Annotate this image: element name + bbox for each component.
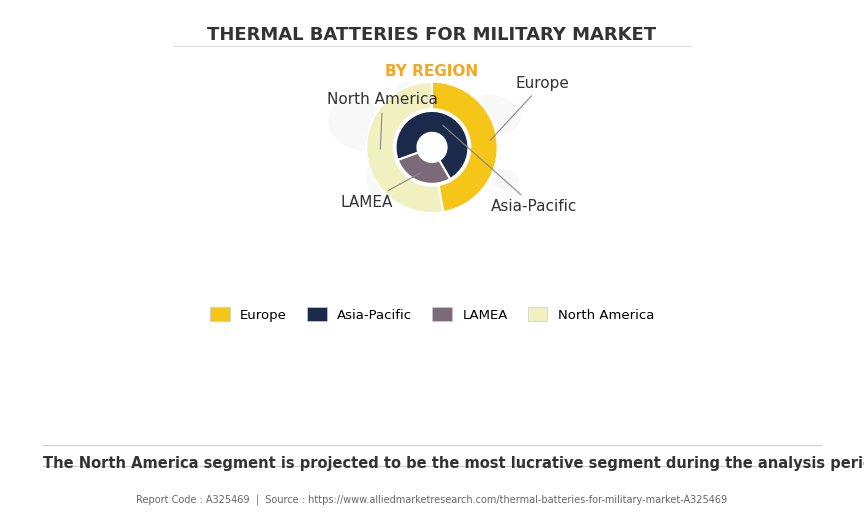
Text: The North America segment is projected to be the most lucrative segment during t: The North America segment is projected t…: [43, 456, 864, 471]
Text: THERMAL BATTERIES FOR MILITARY MARKET: THERMAL BATTERIES FOR MILITARY MARKET: [207, 26, 657, 44]
Ellipse shape: [365, 159, 398, 200]
Text: Europe: Europe: [490, 76, 569, 141]
Text: Report Code : A325469  |  Source : https://www.alliedmarketresearch.com/thermal-: Report Code : A325469 | Source : https:/…: [137, 494, 727, 505]
Ellipse shape: [396, 81, 414, 95]
Ellipse shape: [432, 95, 460, 118]
Ellipse shape: [327, 99, 391, 150]
Circle shape: [418, 134, 446, 161]
Ellipse shape: [428, 129, 454, 175]
Wedge shape: [366, 82, 443, 213]
Text: BY REGION: BY REGION: [385, 64, 479, 79]
Ellipse shape: [461, 95, 521, 136]
Text: Asia-Pacific: Asia-Pacific: [443, 125, 578, 214]
Legend: Europe, Asia-Pacific, LAMEA, North America: Europe, Asia-Pacific, LAMEA, North Ameri…: [205, 302, 659, 327]
Text: LAMEA: LAMEA: [340, 173, 421, 210]
Wedge shape: [397, 152, 450, 184]
Ellipse shape: [492, 169, 518, 190]
Wedge shape: [396, 111, 468, 179]
Wedge shape: [432, 82, 498, 212]
Text: North America: North America: [327, 93, 438, 149]
